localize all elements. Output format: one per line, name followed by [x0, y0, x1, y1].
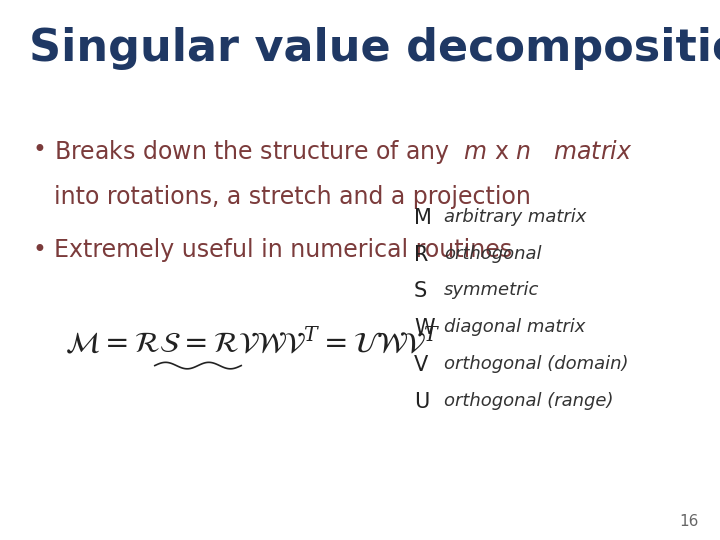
Text: orthogonal: orthogonal: [444, 245, 541, 262]
Text: S: S: [414, 281, 427, 301]
Text: •: •: [32, 238, 46, 261]
Text: into rotations, a stretch and a projection: into rotations, a stretch and a projecti…: [54, 185, 531, 209]
Text: Extremely useful in numerical routines: Extremely useful in numerical routines: [54, 238, 512, 261]
Text: R: R: [414, 245, 428, 265]
Text: V: V: [414, 355, 428, 375]
Text: symmetric: symmetric: [444, 281, 539, 299]
Text: diagonal matrix: diagonal matrix: [444, 318, 585, 336]
Text: Breaks down the structure of any  $m$ x $n$   $matrix$: Breaks down the structure of any $m$ x $…: [54, 138, 633, 166]
Text: orthogonal (range): orthogonal (range): [444, 392, 613, 409]
Text: W: W: [414, 318, 435, 338]
Text: Singular value decomposition (SVD): Singular value decomposition (SVD): [29, 27, 720, 70]
Text: orthogonal (domain): orthogonal (domain): [444, 355, 629, 373]
Text: 16: 16: [679, 514, 698, 529]
Text: $\mathcal{M} = \mathcal{R}\mathcal{S} = \mathcal{R}\mathcal{V}\mathcal{W}\mathca: $\mathcal{M} = \mathcal{R}\mathcal{S} = …: [65, 327, 441, 359]
Text: arbitrary matrix: arbitrary matrix: [444, 208, 587, 226]
Text: U: U: [414, 392, 429, 411]
Text: M: M: [414, 208, 432, 228]
Text: •: •: [32, 138, 46, 161]
